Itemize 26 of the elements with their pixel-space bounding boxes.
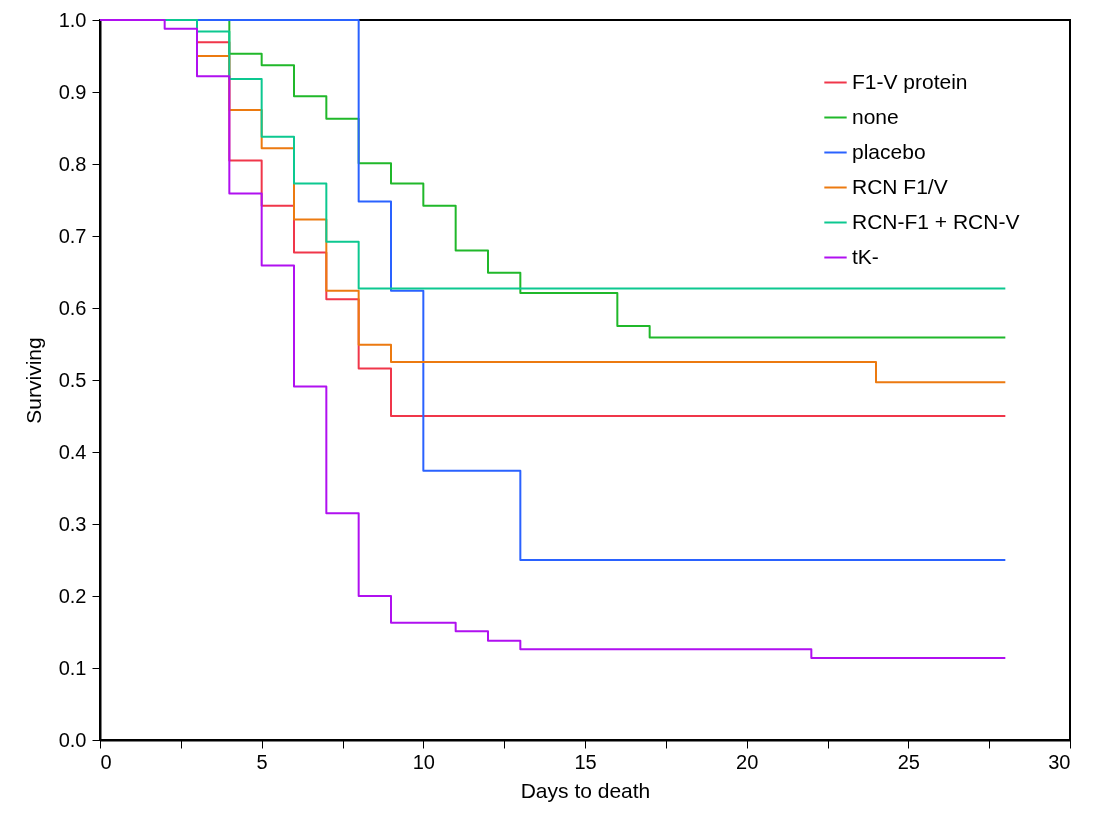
y-tick-label: 0.9 [58, 80, 87, 103]
y-tick-label: 0.4 [58, 440, 87, 463]
legend-label: none [852, 104, 899, 128]
x-tick-label: 5 [256, 750, 268, 773]
legend-label: placebo [852, 139, 926, 163]
legend-label: RCN F1/V [852, 174, 948, 198]
x-tick-label: 30 [1048, 750, 1071, 773]
legend-label: F1-V protein [852, 69, 968, 93]
x-tick-label: 0 [100, 750, 112, 773]
y-tick-label: 0.0 [58, 728, 87, 751]
x-tick-label: 20 [736, 750, 759, 773]
y-tick-label: 1.0 [58, 8, 87, 31]
y-tick-label: 0.5 [58, 368, 87, 391]
y-tick-label: 0.8 [58, 152, 87, 175]
x-tick-label: 25 [897, 750, 920, 773]
legend-label: RCN-F1 + RCN-V [852, 209, 1020, 233]
y-tick-label: 0.6 [58, 296, 87, 319]
y-tick-label: 0.7 [58, 224, 87, 247]
legend-label: tK- [852, 244, 879, 268]
x-tick-label: 15 [574, 750, 597, 773]
y-axis-title: Surviving [21, 337, 45, 424]
x-tick-label: 10 [412, 750, 435, 773]
x-axis-title: Days to death [520, 778, 651, 802]
y-tick-label: 0.3 [58, 512, 87, 535]
y-tick-label: 0.2 [58, 584, 87, 607]
y-tick-label: 0.1 [58, 656, 87, 679]
